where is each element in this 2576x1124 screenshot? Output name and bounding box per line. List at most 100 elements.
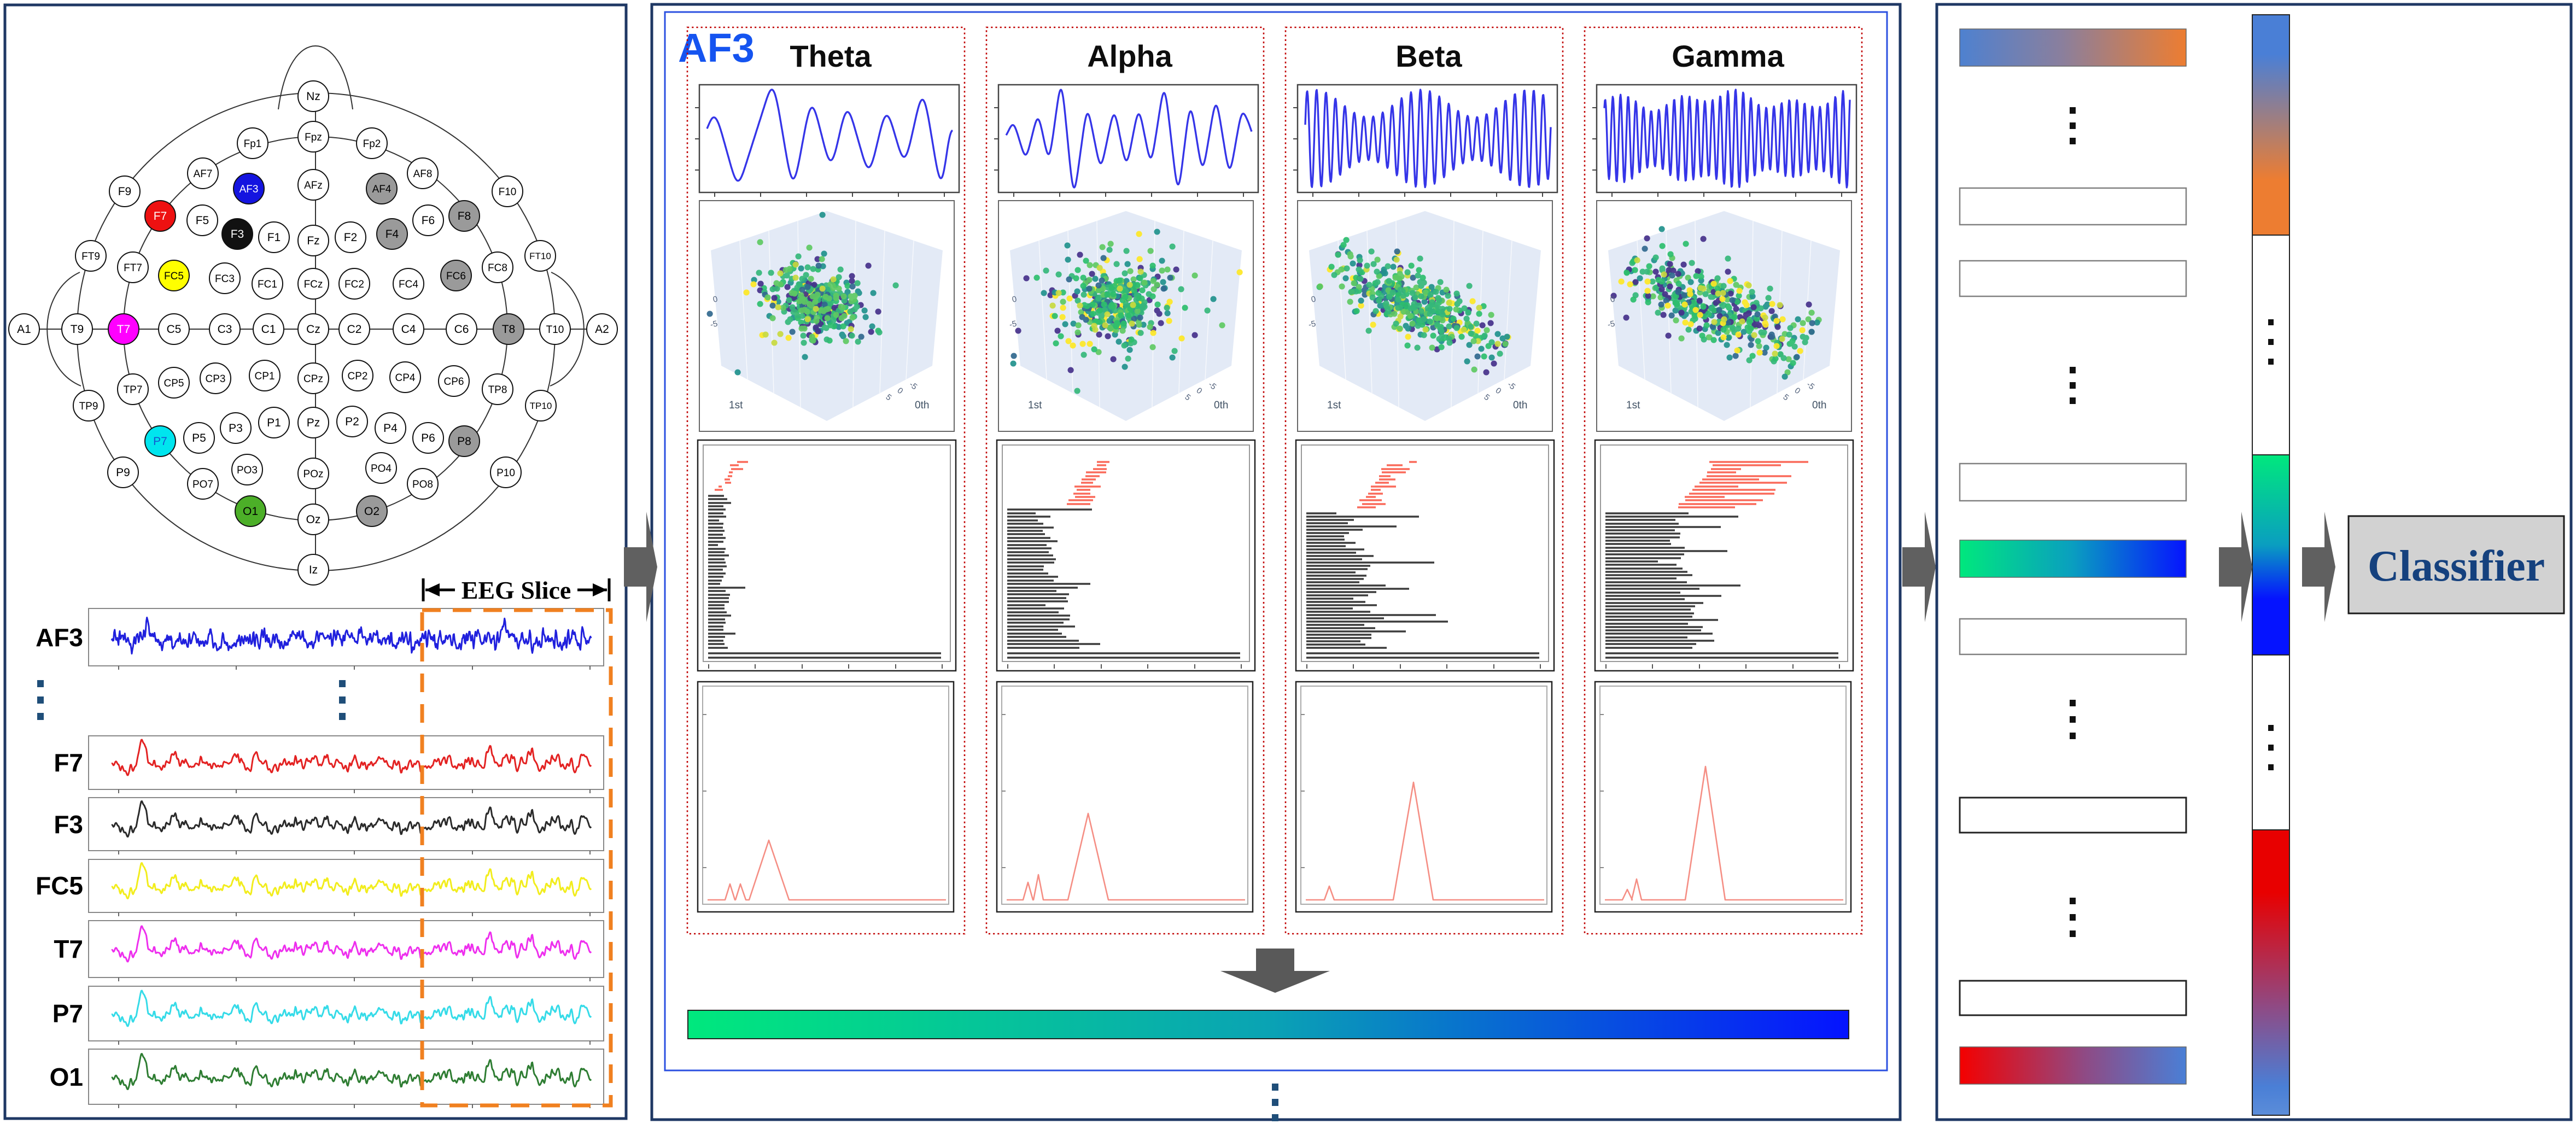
svg-text:AFz: AFz: [304, 180, 323, 191]
svg-text:C6: C6: [454, 323, 469, 336]
svg-text:A1: A1: [17, 323, 31, 336]
svg-text:Pz: Pz: [307, 417, 320, 429]
svg-text:F7: F7: [154, 210, 167, 223]
svg-text:T8: T8: [502, 323, 516, 336]
svg-text:Nz: Nz: [306, 90, 320, 103]
svg-text:TP10: TP10: [530, 401, 552, 411]
svg-text:C3: C3: [218, 323, 232, 336]
svg-text:TP7: TP7: [124, 384, 143, 396]
svg-text:FT9: FT9: [81, 251, 100, 262]
svg-text:T7: T7: [117, 323, 131, 336]
svg-text:FCz: FCz: [304, 279, 323, 290]
svg-text:Beta: Beta: [1395, 39, 1462, 73]
svg-text:PO7: PO7: [192, 479, 213, 490]
svg-text:AF4: AF4: [372, 184, 392, 195]
svg-text:CP4: CP4: [395, 372, 416, 384]
svg-text:CP1: CP1: [255, 371, 275, 382]
svg-text:0th: 0th: [1812, 400, 1826, 411]
svg-text:0: 0: [1310, 295, 1317, 305]
svg-text:Fp2: Fp2: [363, 138, 381, 150]
svg-text:CPz: CPz: [303, 373, 323, 385]
svg-text:Theta: Theta: [790, 39, 872, 73]
svg-text:PO4: PO4: [371, 463, 392, 475]
svg-text:FC5: FC5: [36, 871, 83, 900]
svg-text:P1: P1: [267, 417, 281, 429]
svg-text:Classifier: Classifier: [2368, 542, 2545, 590]
svg-text:-5: -5: [1607, 319, 1616, 330]
svg-text:C1: C1: [261, 323, 276, 336]
svg-text:PO3: PO3: [237, 465, 258, 476]
svg-text:EEG Slice: EEG Slice: [462, 576, 571, 604]
svg-text:AF7: AF7: [194, 168, 213, 180]
svg-text:0th: 0th: [1513, 400, 1527, 411]
svg-text:P8: P8: [457, 435, 471, 448]
svg-text:P7: P7: [153, 435, 167, 448]
svg-text:P7: P7: [52, 999, 83, 1028]
svg-text:F3: F3: [231, 228, 244, 241]
svg-text:O1: O1: [50, 1063, 83, 1091]
svg-text:F8: F8: [458, 210, 471, 223]
svg-text:Oz: Oz: [306, 513, 321, 526]
svg-text:FT10: FT10: [529, 251, 551, 261]
svg-text:Alpha: Alpha: [1087, 39, 1172, 73]
svg-text:C4: C4: [401, 323, 416, 336]
svg-text:0: 0: [1011, 295, 1018, 305]
svg-text:FC6: FC6: [446, 271, 466, 282]
svg-text:O1: O1: [243, 505, 258, 518]
svg-text:F10: F10: [499, 186, 517, 198]
svg-text:P10: P10: [496, 467, 515, 479]
svg-text:1st: 1st: [1327, 400, 1341, 411]
svg-text:Fp1: Fp1: [244, 138, 262, 150]
svg-text:TP9: TP9: [79, 401, 98, 412]
svg-text:Fz: Fz: [307, 235, 319, 247]
svg-text:Fpz: Fpz: [305, 132, 322, 143]
svg-text:F5: F5: [196, 214, 209, 227]
svg-text:Cz: Cz: [306, 323, 320, 336]
svg-text:POz: POz: [303, 469, 324, 480]
svg-text:C5: C5: [167, 323, 182, 336]
svg-text:P2: P2: [345, 415, 359, 428]
svg-text:PO8: PO8: [412, 479, 433, 490]
svg-text:F3: F3: [54, 810, 83, 839]
svg-text:TP8: TP8: [488, 384, 507, 396]
svg-text:CP2: CP2: [348, 371, 368, 382]
svg-text:CP5: CP5: [164, 378, 184, 389]
svg-text:-5: -5: [709, 319, 719, 330]
svg-text:C2: C2: [347, 323, 362, 336]
svg-text:P6: P6: [421, 432, 435, 444]
svg-text:FC5: FC5: [164, 271, 184, 282]
svg-text:FC4: FC4: [399, 279, 418, 290]
svg-text:AF3: AF3: [240, 184, 259, 195]
svg-text:FC3: FC3: [215, 273, 235, 285]
svg-text:FT7: FT7: [124, 262, 142, 274]
svg-text:CP3: CP3: [206, 373, 226, 385]
svg-text:F7: F7: [54, 748, 83, 777]
svg-text:-5: -5: [1307, 319, 1317, 330]
svg-text:F9: F9: [118, 185, 132, 198]
svg-text:Gamma: Gamma: [1672, 39, 1784, 73]
svg-text:P5: P5: [192, 432, 206, 444]
svg-text:F4: F4: [385, 228, 399, 241]
svg-text:1st: 1st: [729, 400, 743, 411]
svg-text:1st: 1st: [1626, 400, 1640, 411]
svg-text:O2: O2: [364, 505, 379, 518]
svg-text:F6: F6: [422, 214, 435, 227]
svg-text:P4: P4: [383, 422, 398, 435]
svg-text:T7: T7: [54, 935, 83, 963]
svg-text:FC8: FC8: [488, 262, 507, 274]
svg-text:F1: F1: [267, 231, 281, 244]
svg-text:FC1: FC1: [258, 279, 277, 290]
svg-text:T10: T10: [546, 324, 564, 336]
svg-text:0: 0: [1609, 295, 1616, 305]
svg-text:Iz: Iz: [309, 564, 318, 576]
svg-text:0: 0: [712, 295, 719, 305]
svg-text:T9: T9: [71, 323, 84, 336]
svg-text:AF3: AF3: [36, 623, 83, 652]
svg-text:AF8: AF8: [413, 168, 433, 180]
svg-text:AF3: AF3: [678, 25, 755, 71]
svg-text:1st: 1st: [1028, 400, 1042, 411]
svg-text:0th: 0th: [1214, 400, 1228, 411]
svg-text:A2: A2: [595, 323, 609, 336]
svg-text:P3: P3: [229, 422, 243, 435]
svg-text:F2: F2: [344, 231, 358, 244]
